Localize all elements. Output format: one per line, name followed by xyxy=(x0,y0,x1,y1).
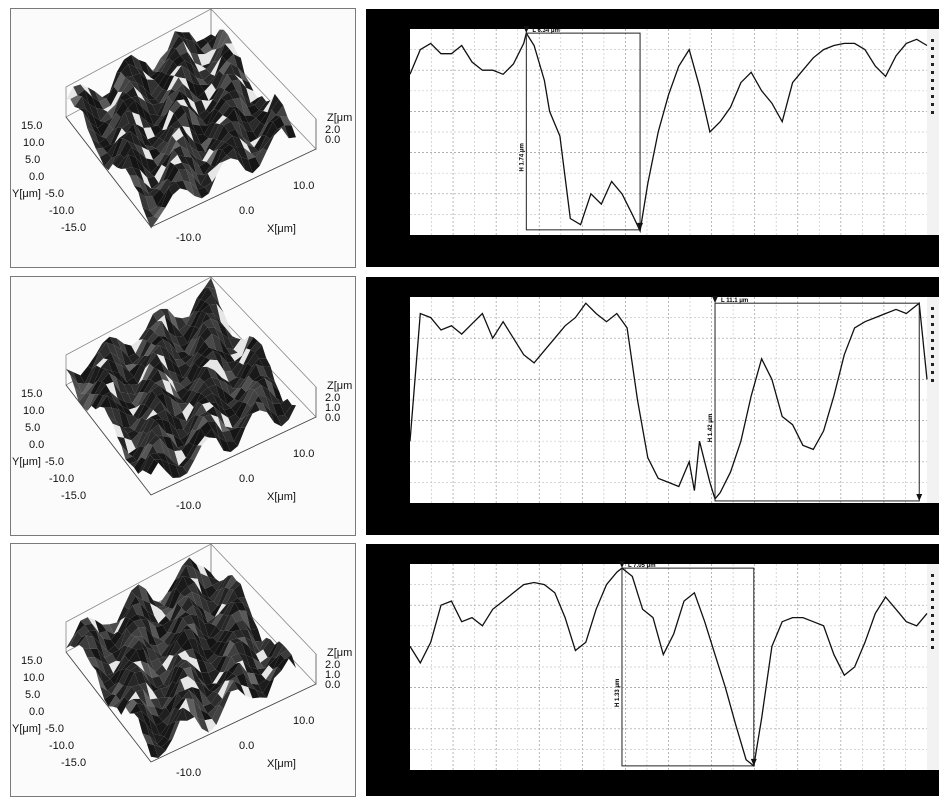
cursor-marker xyxy=(637,222,644,230)
y-tick-label: 0.0 xyxy=(29,439,44,451)
x-tick-label: 0.0 xyxy=(239,473,254,485)
length-label: L 11.1 μm xyxy=(721,298,748,304)
y-tick-label: -5.0 xyxy=(45,456,64,468)
y-tick-label: -10.0 xyxy=(49,473,74,485)
line-profile-chart: L 11.1 μm H 1.42 μm xyxy=(409,296,939,503)
y-tick-label: -15.0 xyxy=(61,757,86,769)
surface-3d-plot: Z[μm2.00.015.010.05.00.0-5.0-10.0-15.0Y[… xyxy=(12,9,352,244)
y-tick-label: 10.0 xyxy=(23,405,44,417)
x-tick-label: 10.0 xyxy=(293,448,314,460)
y-tick-label: -5.0 xyxy=(45,723,64,735)
y-tick-label: 15.0 xyxy=(21,120,42,132)
surface-mesh xyxy=(66,29,296,229)
x-axis-label: X[μm] xyxy=(267,223,296,235)
y-axis-label: Y[μm] xyxy=(12,723,41,735)
y-tick-label: 10.0 xyxy=(23,672,44,684)
height-label: H 1.74 μm xyxy=(519,143,525,171)
cursor-marker xyxy=(523,26,530,34)
cursor-marker xyxy=(712,296,719,304)
y-tick-label: 0.0 xyxy=(29,171,44,183)
x-tick-label: 0.0 xyxy=(239,740,254,752)
height-label: H 1.42 μm xyxy=(708,414,714,442)
surface-plot-panel: Z[μm 2.0 0.0 15.0 10.0 5.0 0.0 -5.0 -10.0 -15.0 Y[… xyxy=(10,8,356,268)
y-axis-label: Y[μm] xyxy=(12,188,41,200)
x-axis-label: X[μm] xyxy=(267,758,296,770)
measurement-box xyxy=(714,302,920,502)
z-tick-label: 0.0 xyxy=(325,134,340,146)
y-tick-label: 5.0 xyxy=(25,154,40,166)
x-tick-label: 10.0 xyxy=(293,180,314,192)
x-tick-label: 10.0 xyxy=(293,715,314,727)
length-label: L 6.34 μm xyxy=(532,28,560,34)
z-axis-label: Z[μm xyxy=(327,112,352,124)
profile-series-line xyxy=(409,567,928,768)
y-tick-label: 15.0 xyxy=(21,655,42,667)
cursor-marker xyxy=(618,561,625,569)
y-tick-label: -15.0 xyxy=(61,490,86,502)
line-profile-chart: L 6.34 μm H 1.74 μm xyxy=(409,26,939,235)
z-axis-label: Z[μm xyxy=(327,380,352,392)
line-profile-panel: L 11.1 μm H 1.42 μm xyxy=(366,277,939,535)
z-tick-label: 2.0 xyxy=(325,124,340,136)
y-tick-label: -10.0 xyxy=(49,740,74,752)
profile-series-line xyxy=(409,301,928,501)
surface-3d-plot: Z[μm2.01.00.015.010.05.00.0-5.0-10.0-15.… xyxy=(12,544,352,779)
y-tick-label: -15.0 xyxy=(61,222,86,234)
line-profile-chart: L 7.05 μm H 1.33 μm xyxy=(409,561,939,770)
z-tick-label: 1.0 xyxy=(325,402,340,414)
line-profile-panel: L 7.05 μm H 1.33 μm xyxy=(366,544,939,796)
cursor-marker xyxy=(750,758,757,766)
profile-series-line xyxy=(409,31,928,234)
surface-3d-plot: Z[μm2.01.00.015.010.05.00.0-5.0-10.0-15.… xyxy=(12,277,352,512)
length-label: L 7.05 μm xyxy=(628,563,656,569)
y-tick-label: -5.0 xyxy=(45,188,64,200)
cursor-marker xyxy=(916,493,923,501)
y-tick-label: 15.0 xyxy=(21,388,42,400)
y-tick-label: 5.0 xyxy=(25,422,40,434)
z-tick-label: 2.0 xyxy=(325,392,340,404)
x-tick-label: -10.0 xyxy=(176,500,201,512)
x-axis-label: X[μm] xyxy=(267,491,296,503)
surface-plot-panel: Z[μm 2.0 1.0 0.0 15.0 10.0 5.0 0.0 -5.0 -10.0 -15.… xyxy=(10,543,356,797)
z-axis-label: Z[μm xyxy=(327,647,352,659)
y-tick-label: -10.0 xyxy=(49,205,74,217)
z-tick-label: 1.0 xyxy=(325,669,340,681)
x-tick-label: -10.0 xyxy=(176,767,201,779)
x-tick-label: 0.0 xyxy=(239,205,254,217)
height-label: H 1.33 μm xyxy=(615,679,621,707)
measurement-box xyxy=(621,567,755,767)
z-tick-label: 2.0 xyxy=(325,659,340,671)
y-tick-label: 0.0 xyxy=(29,706,44,718)
y-axis-label: Y[μm] xyxy=(12,456,41,468)
z-tick-label: 0.0 xyxy=(325,412,340,424)
z-tick-label: 0.0 xyxy=(325,679,340,691)
y-tick-label: 10.0 xyxy=(23,137,44,149)
surface-mesh xyxy=(66,557,296,758)
y-tick-label: 5.0 xyxy=(25,689,40,701)
x-tick-label: -10.0 xyxy=(176,232,201,244)
line-profile-panel: L 6.34 μm H 1.74 μm xyxy=(366,9,939,267)
surface-plot-panel: Z[μm 2.0 1.0 0.0 15.0 10.0 5.0 0.0 -5.0 -10.0 -15.… xyxy=(10,276,356,536)
measurement-box xyxy=(525,32,641,231)
surface-mesh xyxy=(66,278,296,479)
